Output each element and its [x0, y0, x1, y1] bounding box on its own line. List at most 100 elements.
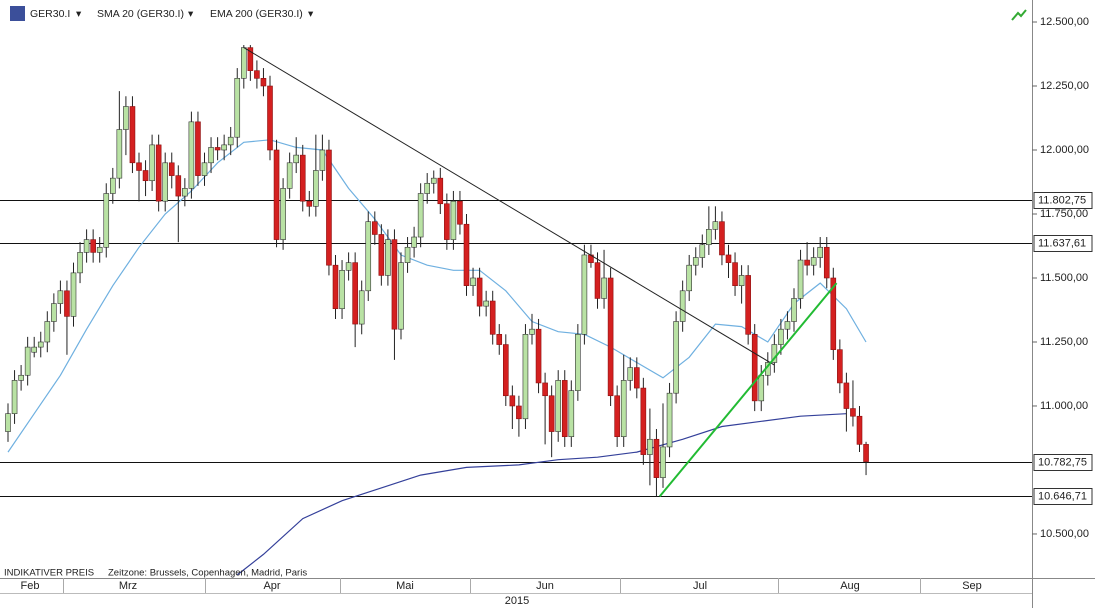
candle-body: [293, 154, 300, 164]
candle-body: [83, 239, 90, 253]
candle-body: [90, 239, 96, 253]
dropdown-arrow[interactable]: ▾: [76, 8, 82, 20]
candle-body: [778, 328, 784, 345]
symbol-name[interactable]: GER30.I: [30, 8, 70, 20]
candle-body: [313, 170, 319, 207]
candle-body: [548, 395, 555, 432]
x-tick-label: Mai: [396, 580, 414, 592]
price-note: INDIKATIVER PREIS: [4, 568, 94, 579]
trendline: [243, 47, 775, 366]
indicator-name[interactable]: EMA 200 (GER30.I): [210, 8, 303, 20]
level-label: 11.637,61: [1038, 237, 1086, 249]
candle-body: [450, 200, 457, 240]
candle-body: [103, 193, 110, 248]
trend-icon[interactable]: [1011, 9, 1027, 21]
candle-body: [64, 290, 70, 317]
indicator-name[interactable]: SMA 20 (GER30.I): [97, 8, 184, 20]
candle-body: [817, 246, 824, 258]
candle-body: [352, 262, 358, 325]
indicator-line: [236, 413, 847, 576]
year-label: 2015: [505, 595, 529, 607]
candle-body: [358, 290, 365, 325]
level-box: [1033, 488, 1093, 505]
x-tick-label: Jul: [693, 580, 707, 592]
candle-body: [162, 162, 168, 202]
candle-body: [542, 382, 548, 397]
candle-body: [110, 177, 116, 194]
candle-body: [850, 408, 856, 417]
candle-body: [568, 390, 575, 437]
candle-body: [620, 380, 627, 437]
level-label: 10.646,71: [1038, 490, 1087, 502]
candle-body: [385, 239, 391, 276]
candle-body: [214, 147, 221, 151]
candle-body: [391, 239, 398, 330]
candle-body: [489, 300, 496, 335]
candle-body: [758, 374, 765, 402]
candle-body: [627, 367, 634, 381]
candle-body: [692, 257, 699, 266]
candle-body: [345, 262, 352, 271]
candle-body: [57, 290, 64, 304]
candle-body: [463, 223, 470, 286]
candle-body: [155, 144, 162, 202]
candle-body: [444, 203, 450, 240]
candle-body: [254, 70, 260, 79]
candle-body: [732, 262, 738, 286]
candle-body: [725, 254, 732, 263]
candle-body: [286, 162, 293, 189]
candle-body: [837, 349, 843, 384]
candle-body: [660, 446, 666, 478]
candle-body: [823, 246, 830, 279]
candle-body: [37, 341, 44, 348]
level-label: 10.782,75: [1038, 456, 1087, 468]
candle-body: [149, 144, 155, 182]
candle-body: [673, 321, 679, 394]
candle-body: [745, 275, 751, 335]
level-label: 11.802,75: [1038, 194, 1086, 206]
candle-body: [830, 277, 837, 350]
candle-body: [182, 188, 188, 197]
candle-body: [319, 149, 326, 171]
y-tick-label: 11.750,00: [1040, 208, 1088, 220]
candle-body: [470, 277, 476, 286]
x-tick-label: Jun: [536, 580, 554, 592]
y-tick-label: 12.000,00: [1040, 144, 1089, 156]
candle-body: [686, 264, 693, 292]
candle-body: [712, 221, 719, 230]
y-tick-label: 11.000,00: [1040, 400, 1088, 412]
candle-body: [417, 193, 424, 238]
timezone-note: Zeitzone: Brussels, Copenhagen, Madrid, …: [108, 568, 307, 579]
candle-body: [804, 259, 810, 266]
candle-body: [502, 344, 509, 397]
y-tick-label: 11.250,00: [1040, 336, 1088, 348]
candle-body: [398, 262, 404, 330]
y-tick-label: 12.500,00: [1040, 16, 1089, 28]
candle-body: [784, 321, 791, 330]
candle-body: [326, 149, 332, 266]
dropdown-arrow[interactable]: ▾: [308, 8, 314, 20]
dropdown-arrow[interactable]: ▾: [188, 8, 194, 20]
symbol-icon[interactable]: [10, 6, 25, 21]
candle-body: [516, 405, 522, 420]
candle-body: [70, 272, 77, 317]
candle-body: [51, 303, 57, 322]
candle-body: [699, 244, 706, 258]
candle-body: [142, 170, 149, 182]
candle-body: [529, 328, 535, 335]
candle-body: [123, 106, 129, 130]
candle-body: [201, 162, 208, 176]
candle-body: [555, 380, 562, 432]
candle-body: [457, 200, 463, 225]
level-box: [1033, 454, 1093, 471]
candle-body: [509, 395, 516, 407]
candle-body: [24, 346, 31, 376]
candle-body: [136, 162, 142, 171]
candle-body: [607, 277, 614, 397]
candle-body: [496, 334, 503, 345]
candle-body: [267, 85, 273, 151]
candle-body: [339, 270, 345, 310]
candle-body: [247, 47, 254, 71]
